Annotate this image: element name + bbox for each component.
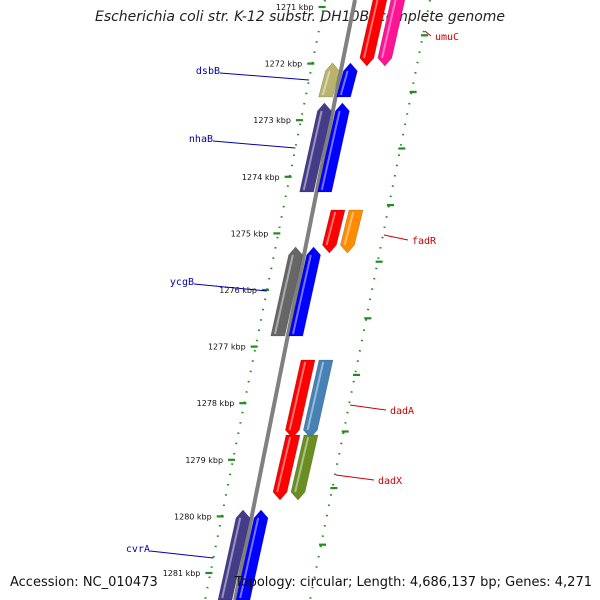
gene-umuC-inner-block-highlight — [381, 0, 397, 59]
gene-dadX-outer-block — [272, 434, 301, 501]
gene-dadA-leader — [349, 404, 387, 411]
tick-label: 1279 kbp — [185, 456, 223, 465]
gene-dadX-inner-block — [290, 434, 319, 501]
accession-text: Accession: NC_010473 — [10, 575, 158, 590]
gene-umuC-outer-block — [359, 0, 388, 67]
gene-dadA-outer-block-highlight — [288, 361, 307, 431]
inner-rail — [204, 0, 326, 600]
gene-cvrA-inner-block — [235, 509, 269, 600]
gene-dsbB-outer-block-highlight — [321, 70, 331, 96]
gene-ycgB-inner-block-highlight — [292, 254, 312, 335]
gene-cvrA-leader — [149, 550, 214, 559]
tick-label: 1281 kbp — [163, 569, 201, 578]
gene-dadX-leader — [335, 474, 375, 481]
gene-cvrA-label[interactable]: cvrA — [126, 544, 150, 555]
genome-title: Escherichia coli str. K-12 substr. DH10B… — [94, 9, 506, 25]
gene-cvrA-outer-block-highlight — [221, 517, 242, 599]
gene-nhaB-inner-block — [317, 102, 350, 193]
tick-label: 1272 kbp — [265, 60, 303, 69]
tick-label: 1274 kbp — [242, 173, 280, 182]
gene-dsbB-inner-block-highlight — [339, 70, 349, 96]
gene-ycgB-leader — [193, 283, 267, 292]
gene-dadX-label[interactable]: dadX — [378, 476, 402, 487]
tick-label: 1273 kbp — [253, 116, 291, 125]
gene-ycgB-outer-block-highlight — [274, 254, 294, 335]
gene-fadR-inner-block — [340, 209, 364, 254]
tick-label: 1275 kbp — [231, 229, 269, 238]
gene-ycgB-inner-block — [288, 246, 321, 337]
gene-ycgB-label[interactable]: ycgB — [170, 277, 194, 288]
gene-umuC-inner-block — [377, 0, 406, 67]
gene-fadR-label[interactable]: fadR — [412, 236, 437, 247]
gene-ycgB-outer-block — [270, 246, 303, 337]
gene-nhaB-outer-block — [299, 102, 332, 193]
gene-dsbB-outer-block — [318, 62, 340, 98]
gene-nhaB-outer-block-highlight — [302, 110, 323, 191]
gene-dsbB-inner-block — [336, 62, 358, 98]
gene-umuC-leader — [424, 30, 432, 37]
tick-label: 1278 kbp — [197, 399, 235, 408]
gene-dadX-inner-block-highlight — [294, 436, 310, 493]
tick-label: 1280 kbp — [174, 512, 212, 521]
tick-label: 1271 kbp — [276, 3, 314, 12]
gene-fadR-inner-block-highlight — [343, 211, 355, 246]
gene-cvrA-outer-block — [217, 509, 251, 600]
gene-dadA-inner-block-highlight — [306, 361, 325, 431]
gene-dadA-outer-block — [285, 359, 316, 439]
tick-label: 1277 kbp — [208, 343, 246, 352]
gene-dadX-outer-block-highlight — [276, 436, 292, 493]
outer-rail — [309, 0, 431, 600]
gene-dadA-inner-block — [303, 359, 334, 439]
gene-dadA-label[interactable]: dadA — [390, 406, 414, 417]
gene-nhaB-label[interactable]: nhaB — [189, 134, 213, 145]
gene-dsbB-label[interactable]: dsbB — [196, 66, 220, 77]
gene-fadR-outer-block — [322, 209, 346, 254]
gene-nhaB-inner-block-highlight — [320, 110, 341, 191]
gene-dsbB-leader — [219, 72, 310, 81]
gene-fadR-outer-block-highlight — [325, 211, 337, 246]
topology-text: Topology: circular; Length: 4,686,137 bp… — [234, 575, 592, 590]
gene-fadR-leader — [383, 234, 409, 241]
backbone-line — [233, 0, 357, 600]
gene-umuC-label[interactable]: umuC — [435, 32, 459, 43]
gene-nhaB-leader — [212, 140, 296, 149]
gene-cvrA-inner-block-highlight — [239, 517, 260, 599]
gene-umuC-outer-block-highlight — [363, 0, 379, 59]
tick-label: 1276 kbp — [219, 286, 257, 295]
